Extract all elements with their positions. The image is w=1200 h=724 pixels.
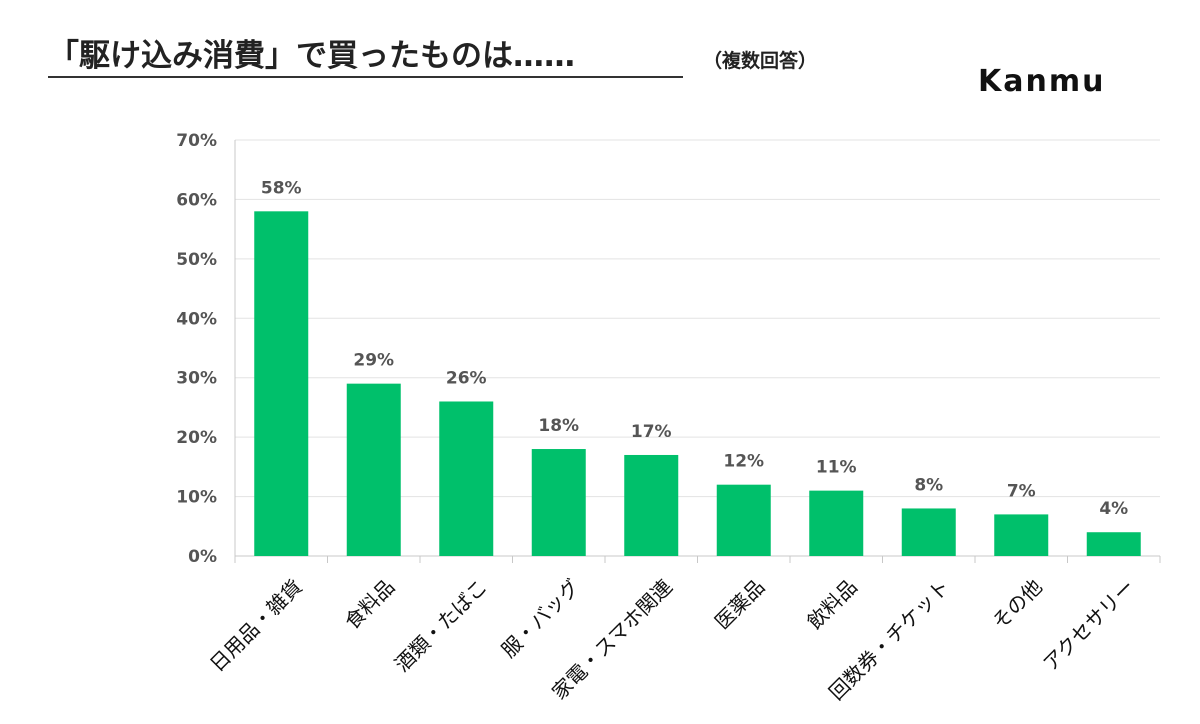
data-label: 4% <box>1099 499 1128 519</box>
y-tick-label: 0% <box>188 547 217 567</box>
bar <box>716 484 771 556</box>
data-label: 8% <box>914 475 943 495</box>
bar <box>531 449 586 556</box>
x-category-label: 服・バッグ <box>497 575 585 663</box>
x-category-label: 飲料品 <box>802 575 861 634</box>
data-label: 17% <box>631 422 672 442</box>
x-category-label: 日用品・雑貨 <box>205 575 307 677</box>
data-label: 18% <box>538 416 579 436</box>
kanmu-logo: Kanmu <box>978 64 1106 99</box>
y-tick-label: 10% <box>176 488 217 508</box>
bar <box>901 508 956 556</box>
data-label: 11% <box>816 458 857 478</box>
x-category-label: 医薬品 <box>710 575 769 634</box>
x-category-label: 食料品 <box>340 575 399 634</box>
bar <box>994 514 1049 556</box>
y-tick-label: 60% <box>176 190 217 210</box>
bar <box>346 383 401 556</box>
y-tick-label: 50% <box>176 250 217 270</box>
x-category-label: 酒類・たばこ <box>390 575 492 677</box>
bar <box>439 401 494 556</box>
title-underline <box>48 76 683 78</box>
bar <box>624 454 679 556</box>
chart-title: 「駆け込み消費」で買ったものは…… <box>48 38 575 74</box>
x-category-label: その他 <box>987 575 1046 634</box>
chart-subtitle: （複数回答） <box>703 50 818 72</box>
bar <box>1086 532 1141 556</box>
y-tick-label: 30% <box>176 369 217 389</box>
data-label: 7% <box>1007 481 1036 501</box>
data-label: 26% <box>446 368 487 388</box>
x-category-label: アクセサリー <box>1038 575 1139 676</box>
data-label: 29% <box>353 351 394 371</box>
bar <box>809 490 864 556</box>
data-label: 12% <box>723 452 764 472</box>
y-tick-label: 70% <box>176 131 217 151</box>
bar <box>254 211 309 557</box>
data-label: 58% <box>261 178 302 198</box>
y-tick-label: 40% <box>176 309 217 329</box>
y-tick-label: 20% <box>176 428 217 448</box>
